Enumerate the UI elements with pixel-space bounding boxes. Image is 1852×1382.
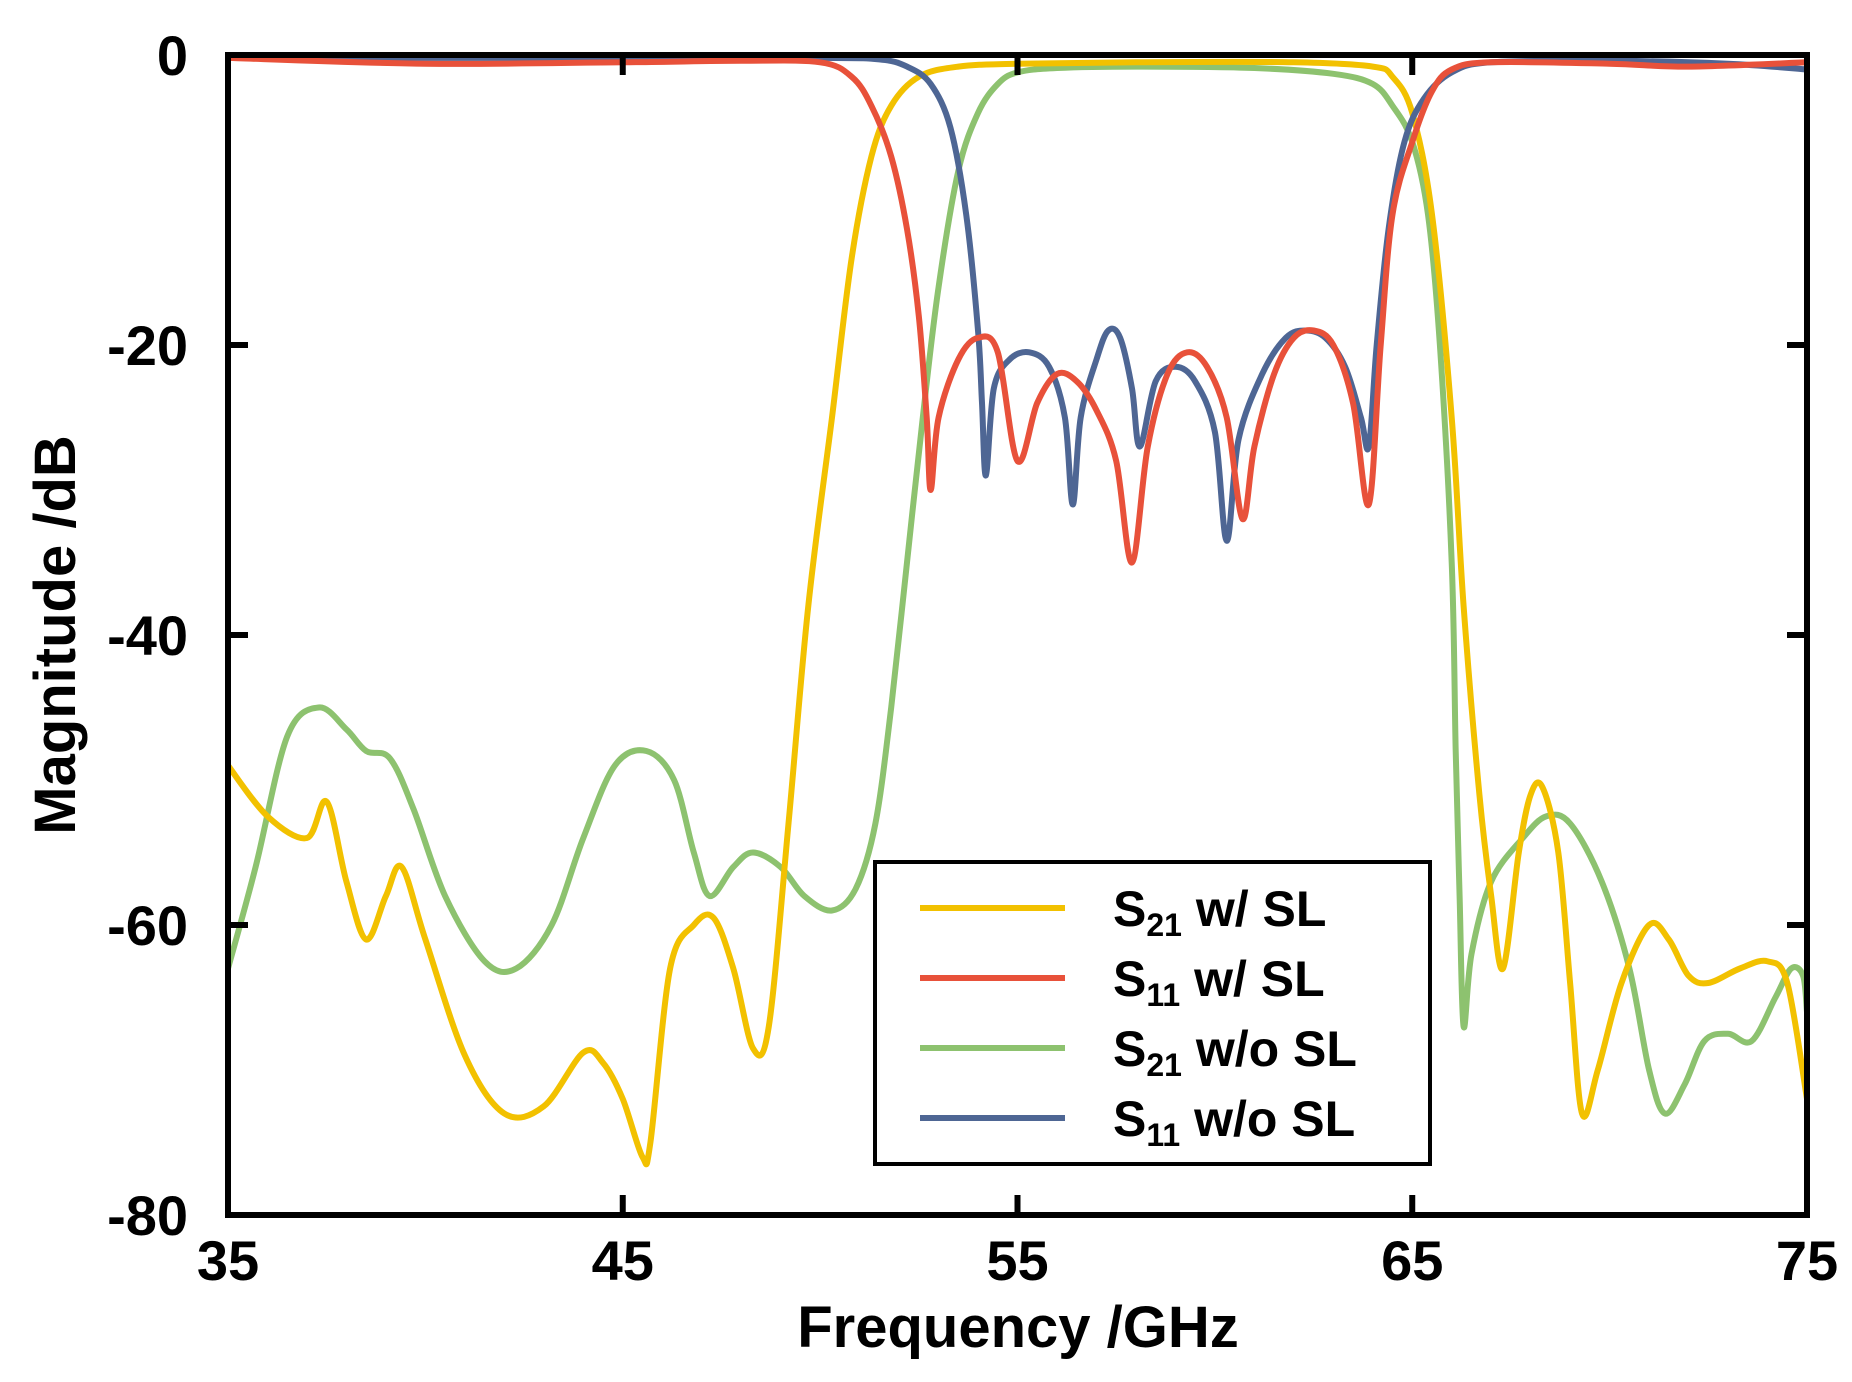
x-tick-label: 35: [197, 1229, 259, 1292]
y-tick-label: -20: [107, 314, 188, 377]
x-tick-label: 55: [986, 1229, 1048, 1292]
series-line-s21-w-sl: [225, 58, 1810, 1168]
tick-labels-layer: 35 45 55 65 75 0 -20 -40 -60 -80: [107, 24, 1838, 1292]
x-tick-label: 75: [1776, 1229, 1838, 1292]
x-tick-label: 65: [1381, 1229, 1443, 1292]
series-layer: [225, 54, 1810, 1168]
y-tick-label: -40: [107, 604, 188, 667]
x-tick-label: 45: [592, 1229, 654, 1292]
y-tick-label: 0: [157, 24, 188, 87]
y-tick-label: -80: [107, 1184, 188, 1247]
series-line-s11-w-sl: [225, 54, 1810, 566]
legend-label: S11 w/ SL: [1113, 951, 1325, 1013]
legend: S21 w/ SL S11 w/ SL S21 w/o SL S11 w/o SL: [873, 860, 1432, 1166]
y-tick-label: -60: [107, 894, 188, 957]
x-axis-title: Frequency /GHz: [797, 1295, 1239, 1360]
legend-label: S11 w/o SL: [1113, 1091, 1355, 1153]
y-axis-title: Magnitude /dB: [23, 435, 88, 835]
legend-label: S21 w/ SL: [1113, 881, 1326, 943]
legend-label: S21 w/o SL: [1113, 1021, 1357, 1083]
plot-frame: [225, 52, 1810, 1218]
legend-box: [873, 860, 1432, 1166]
series-line-s21-w-o-sl: [225, 63, 1810, 1117]
